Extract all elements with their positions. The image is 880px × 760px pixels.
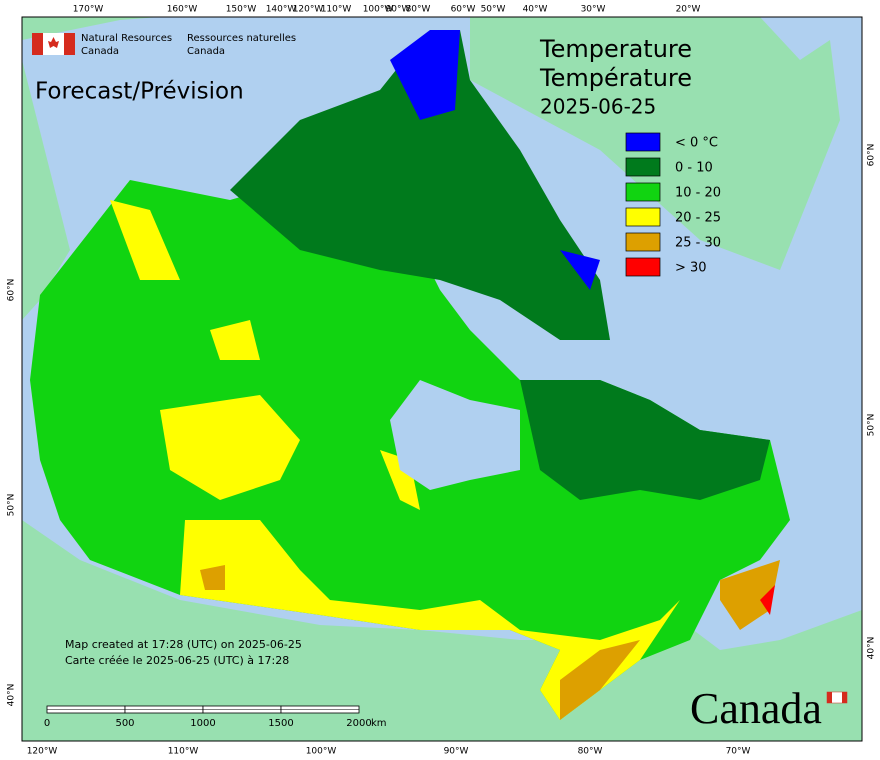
top-label: 50°W (481, 5, 506, 15)
wordmark-flag-bar (842, 692, 847, 703)
alaska (22, 17, 160, 320)
top-label: 60°W (451, 5, 476, 15)
legend-swatch (625, 207, 661, 227)
top-label: 140°W (266, 5, 297, 15)
legend-label: > 30 (675, 261, 707, 276)
very-hot-zone (760, 585, 775, 615)
maple-leaf (48, 37, 59, 48)
title-fr: Température (539, 64, 692, 92)
hudson-bay (390, 380, 520, 490)
scale-tick-label: 1000 (190, 718, 215, 729)
legend-swatch (625, 157, 661, 177)
top-label: 80°W (406, 5, 431, 15)
bottom-label: 120°W (27, 747, 58, 757)
top-label: 150°W (226, 5, 257, 15)
left-label: 50°N (7, 494, 17, 517)
right-label: 50°N (867, 414, 877, 437)
legend-swatch (625, 257, 661, 277)
flag-bar (32, 33, 43, 55)
legend: < 0 °C 0 - 10 10 - 20 20 - 25 25 - 30 > 30 (625, 132, 721, 277)
wordmark: Canada (690, 684, 822, 733)
cold-patches (390, 30, 600, 290)
legend-label: 10 - 20 (675, 186, 721, 201)
agency-fr: Ressources naturelles (187, 33, 296, 44)
scale-tick-label: 1500 (268, 718, 293, 729)
arctic-islands (230, 30, 610, 340)
bottom-label: 110°W (168, 747, 199, 757)
created-en: Map created at 17:28 (UTC) on 2025-06-25 (65, 638, 302, 651)
scale-tick-label: 2000 (346, 718, 371, 729)
legend-swatch (625, 132, 661, 152)
wordmark-flag-bar (827, 692, 832, 703)
top-label: 170°W (73, 5, 104, 15)
bottom-label: 70°W (726, 747, 751, 757)
top-label: 40°W (523, 5, 548, 15)
legend-label: 0 - 10 (675, 161, 713, 176)
created-fr: Carte créée le 2025-06-25 (UTC) à 17:28 (65, 654, 289, 667)
legend-label: 25 - 30 (675, 236, 721, 251)
top-label: 110°W (321, 5, 352, 15)
scale-bar: 0 500 1000 1500 2000 km (44, 705, 387, 729)
scale-tick-label: 0 (44, 718, 50, 729)
top-label: 160°W (167, 5, 198, 15)
right-label: 60°N (867, 144, 877, 167)
subtitle: Forecast/Prévision (35, 79, 244, 105)
map-frame (21, 16, 863, 742)
legend-swatch (625, 182, 661, 202)
flag-bar (64, 33, 75, 55)
legend-label: 20 - 25 (675, 211, 721, 226)
legend-label: < 0 °C (675, 136, 718, 151)
left-label: 60°N (7, 279, 17, 302)
map-area (21, 16, 863, 742)
top-label: 30°W (581, 5, 606, 15)
agency-en: Natural Resources (81, 33, 172, 44)
bottom-label: 100°W (306, 747, 337, 757)
top-label: 20°W (676, 5, 701, 15)
nrcan-signature: Natural Resources Canada Ressources natu… (32, 33, 296, 57)
usa (22, 520, 862, 741)
top-label: 120°W (293, 5, 324, 15)
quebec-north (520, 380, 770, 500)
agency-fr-2: Canada (187, 46, 225, 57)
date: 2025-06-25 (540, 95, 656, 119)
warm-zones (110, 200, 680, 720)
scale-tick-label: 500 (115, 718, 134, 729)
legend-swatch (625, 232, 661, 252)
right-label: 40°N (867, 637, 877, 660)
left-label: 40°N (7, 684, 17, 707)
bottom-label: 80°W (578, 747, 603, 757)
top-label: 100°W (363, 5, 394, 15)
top-label: 90°W (386, 5, 411, 15)
agency-en-2: Canada (81, 46, 119, 57)
canada-wordmark: Canada (690, 684, 848, 733)
scale-unit: km (371, 718, 387, 729)
bottom-label: 90°W (444, 747, 469, 757)
title-en: Temperature (539, 35, 692, 63)
